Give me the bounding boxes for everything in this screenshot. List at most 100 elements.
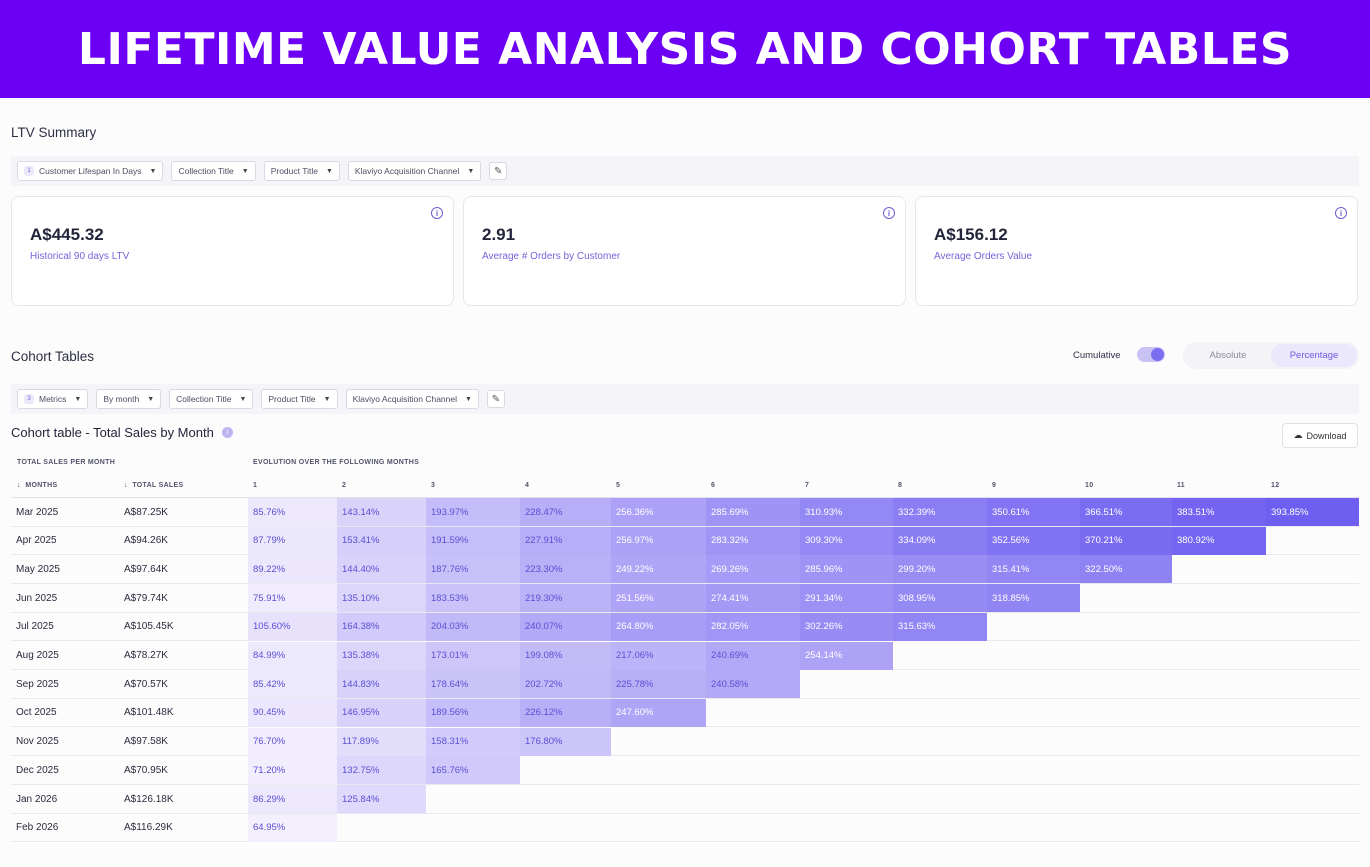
cohort-cell[interactable]: 249.22% xyxy=(611,555,706,584)
col-header-period[interactable]: 7 xyxy=(805,482,810,489)
col-header-period[interactable]: 12 xyxy=(1271,482,1280,489)
cohort-cell[interactable]: 228.47% xyxy=(520,498,611,526)
cohort-cell[interactable]: 285.69% xyxy=(706,498,800,526)
cohort-cell[interactable]: 189.56% xyxy=(426,698,520,727)
info-icon[interactable]: i xyxy=(221,427,233,438)
cohort-cell[interactable]: 176.80% xyxy=(520,727,611,756)
cohort-cell[interactable]: 282.05% xyxy=(706,612,800,641)
pencil-icon[interactable]: ✎ xyxy=(489,162,508,180)
cohort-cell[interactable]: 332.39% xyxy=(893,498,987,526)
filter-chip[interactable]: Klaviyo Acquisition Channel ▼ xyxy=(345,389,479,409)
cohort-cell[interactable]: 318.85% xyxy=(987,584,1080,613)
cohort-cell[interactable]: 117.89% xyxy=(337,727,426,756)
cohort-cell[interactable]: 86.29% xyxy=(248,785,337,813)
cohort-cell[interactable]: 383.51% xyxy=(1172,498,1266,526)
cohort-cell[interactable]: 143.14% xyxy=(337,498,426,526)
col-header-period[interactable]: 3 xyxy=(431,482,436,489)
cohort-cell[interactable]: 240.07% xyxy=(520,612,611,641)
cohort-cell[interactable]: 85.42% xyxy=(248,670,337,699)
pencil-icon[interactable]: ✎ xyxy=(486,390,505,408)
cohort-cell[interactable]: 146.95% xyxy=(337,698,426,727)
cohort-cell[interactable]: 254.14% xyxy=(800,641,893,670)
cohort-cell[interactable]: 380.92% xyxy=(1172,526,1266,555)
cohort-cell[interactable]: 202.72% xyxy=(520,670,611,699)
filter-chip[interactable]: Collection Title ▼ xyxy=(171,161,256,181)
cohort-cell[interactable]: 251.56% xyxy=(611,584,706,613)
cohort-cell[interactable]: 264.80% xyxy=(611,612,706,641)
col-header-months[interactable]: ↓ MONTHS xyxy=(17,482,57,489)
cohort-cell[interactable]: 283.32% xyxy=(706,526,800,555)
cohort-cell[interactable]: 366.51% xyxy=(1080,498,1172,526)
info-icon[interactable]: i xyxy=(431,207,443,219)
cohort-cell[interactable]: 64.95% xyxy=(248,813,337,842)
filter-chip[interactable]: Klaviyo Acquisition Channel ▼ xyxy=(347,161,482,181)
cohort-cell[interactable]: 90.45% xyxy=(248,698,337,727)
cohort-cell[interactable]: 227.91% xyxy=(520,526,611,555)
cohort-cell[interactable]: 269.26% xyxy=(706,555,800,584)
filter-chip[interactable]: 1 Customer Lifespan In Days ▼ xyxy=(17,161,164,181)
cohort-cell[interactable]: 183.53% xyxy=(426,584,520,613)
cohort-cell[interactable]: 165.76% xyxy=(426,756,520,785)
col-header-period[interactable]: 8 xyxy=(898,482,903,489)
cohort-cell[interactable]: 84.99% xyxy=(248,641,337,670)
cohort-cell[interactable]: 308.95% xyxy=(893,584,987,613)
filter-chip[interactable]: 3 Metrics ▼ xyxy=(17,389,89,409)
mode-absolute-button[interactable]: Absolute xyxy=(1209,350,1247,361)
cohort-cell[interactable]: 193.97% xyxy=(426,498,520,526)
col-header-period[interactable]: 6 xyxy=(711,482,716,489)
cohort-cell[interactable]: 285.96% xyxy=(800,555,893,584)
cohort-cell[interactable]: 225.78% xyxy=(611,670,706,699)
col-header-period[interactable]: 1 xyxy=(253,482,258,489)
cohort-cell[interactable]: 217.06% xyxy=(611,641,706,670)
cohort-cell[interactable]: 223.30% xyxy=(520,555,611,584)
filter-chip[interactable]: Product Title ▼ xyxy=(261,389,338,409)
col-header-period[interactable]: 2 xyxy=(342,482,347,489)
cohort-cell[interactable]: 125.84% xyxy=(337,785,426,813)
cohort-cell[interactable]: 144.40% xyxy=(337,555,426,584)
cohort-cell[interactable]: 219.30% xyxy=(520,584,611,613)
cohort-cell[interactable]: 191.59% xyxy=(426,526,520,555)
mode-percentage-button[interactable]: Percentage xyxy=(1271,344,1357,367)
filter-chip[interactable]: By month ▼ xyxy=(96,389,162,409)
cohort-cell[interactable]: 135.38% xyxy=(337,641,426,670)
cohort-cell[interactable]: 247.60% xyxy=(611,698,706,727)
cohort-cell[interactable]: 132.75% xyxy=(337,756,426,785)
cohort-cell[interactable]: 226.12% xyxy=(520,698,611,727)
cohort-cell[interactable]: 310.93% xyxy=(800,498,893,526)
cohort-cell[interactable]: 315.63% xyxy=(893,612,987,641)
cohort-cell[interactable]: 164.38% xyxy=(337,612,426,641)
col-header-period[interactable]: 11 xyxy=(1177,482,1185,489)
filter-chip[interactable]: Collection Title ▼ xyxy=(169,389,254,409)
cohort-cell[interactable]: 144.83% xyxy=(337,670,426,699)
cohort-cell[interactable]: 75.91% xyxy=(248,584,337,613)
cohort-cell[interactable]: 71.20% xyxy=(248,756,337,785)
col-header-period[interactable]: 10 xyxy=(1085,482,1094,489)
col-header-period[interactable]: 5 xyxy=(616,482,621,489)
cohort-cell[interactable]: 240.69% xyxy=(706,641,800,670)
filter-chip[interactable]: Product Title ▼ xyxy=(263,161,340,181)
cohort-cell[interactable]: 173.01% xyxy=(426,641,520,670)
cohort-cell[interactable]: 256.36% xyxy=(611,498,706,526)
cohort-cell[interactable]: 334.09% xyxy=(893,526,987,555)
cohort-cell[interactable]: 315.41% xyxy=(987,555,1080,584)
cohort-cell[interactable]: 240.58% xyxy=(706,670,800,699)
cohort-cell[interactable]: 178.64% xyxy=(426,670,520,699)
col-header-total-sales[interactable]: ↓ TOTAL SALES xyxy=(124,482,183,489)
cohort-cell[interactable]: 153.41% xyxy=(337,526,426,555)
cohort-cell[interactable]: 87.79% xyxy=(248,526,337,555)
info-icon[interactable]: i xyxy=(883,207,895,219)
cohort-cell[interactable]: 393.85% xyxy=(1266,498,1359,526)
cohort-cell[interactable]: 370.21% xyxy=(1080,526,1172,555)
cohort-cell[interactable]: 291.34% xyxy=(800,584,893,613)
cohort-cell[interactable]: 158.31% xyxy=(426,727,520,756)
info-icon[interactable]: i xyxy=(1335,207,1347,219)
cohort-cell[interactable]: 274.41% xyxy=(706,584,800,613)
cohort-cell[interactable]: 204.03% xyxy=(426,612,520,641)
col-header-period[interactable]: 4 xyxy=(525,482,530,489)
cumulative-toggle[interactable] xyxy=(1137,347,1165,362)
cohort-cell[interactable]: 199.08% xyxy=(520,641,611,670)
cohort-cell[interactable]: 89.22% xyxy=(248,555,337,584)
cohort-cell[interactable]: 85.76% xyxy=(248,498,337,526)
cohort-cell[interactable]: 187.76% xyxy=(426,555,520,584)
cohort-cell[interactable]: 76.70% xyxy=(248,727,337,756)
